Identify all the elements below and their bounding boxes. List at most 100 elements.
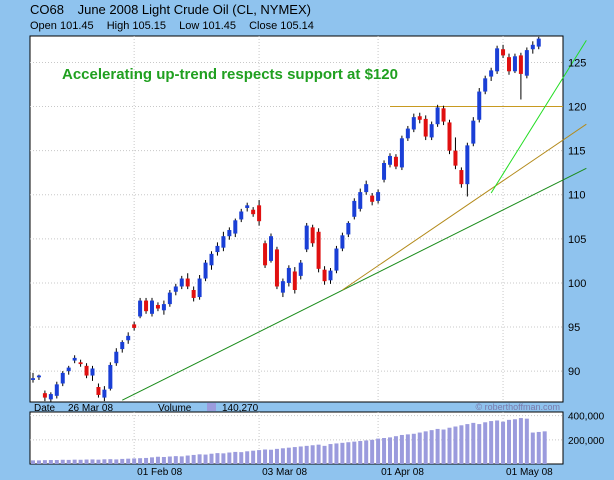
ohlc-line: Open 101.45 High 105.15 Low 101.45 Close… [30, 20, 314, 32]
candle [441, 105, 446, 126]
candle-body [477, 91, 482, 120]
candle [530, 41, 535, 54]
volume-bar [286, 447, 291, 464]
candle-body [96, 387, 101, 395]
price-panel [29, 35, 564, 403]
candle [209, 251, 214, 270]
candle-body [471, 120, 476, 144]
contract-name: June 2008 Light Crude Oil (CL, NYMEX) [77, 2, 311, 17]
candle-body [376, 192, 381, 201]
candle-body [530, 44, 535, 50]
price-tick-label: 105 [568, 234, 586, 246]
candle-body [286, 267, 291, 283]
candle [185, 273, 190, 290]
volume-bar [150, 457, 154, 464]
candle-body [465, 145, 470, 185]
candle [60, 371, 65, 387]
volume-bar [507, 419, 511, 464]
candle-body [150, 300, 154, 314]
candle-body [388, 155, 392, 165]
candle-body [518, 55, 523, 74]
candle-body [245, 205, 250, 208]
candle-body [346, 222, 351, 235]
trendline [490, 40, 587, 194]
price-tick-label: 120 [568, 102, 586, 114]
candle [120, 340, 125, 353]
candle-body [257, 205, 262, 222]
candle-body [227, 230, 232, 237]
candle [423, 115, 428, 141]
volume-bar [483, 422, 488, 464]
volume-bar [495, 420, 500, 464]
volume-bar [441, 429, 446, 464]
candle-body [310, 227, 315, 244]
candle-body [78, 362, 83, 365]
candle [274, 246, 279, 290]
candle-body [114, 351, 119, 364]
candle [48, 392, 53, 402]
candle-body [233, 220, 238, 234]
candle [108, 362, 113, 391]
candle [405, 125, 410, 141]
candle-body [536, 38, 541, 47]
volume-bar [346, 442, 351, 464]
candle-body [161, 304, 166, 311]
candle-body [489, 70, 494, 77]
candle-body [72, 357, 77, 361]
volume-bar [60, 459, 65, 464]
volume-bar [399, 434, 404, 464]
candle [399, 135, 404, 171]
chart-annotation: Accelerating up-trend respects support a… [62, 66, 398, 83]
volume-bar [280, 448, 285, 464]
volume-bar [274, 448, 279, 464]
candle [304, 222, 309, 253]
candle-body [197, 278, 202, 298]
volume-bar [138, 458, 143, 464]
volume-bar [501, 421, 506, 464]
candle-body [209, 253, 214, 266]
volume-bar [417, 432, 422, 464]
volume-bar [334, 443, 339, 464]
candle-body [328, 270, 333, 281]
candle [393, 154, 398, 170]
candle-body [144, 300, 149, 312]
candle [495, 45, 500, 74]
candle [257, 200, 262, 226]
volume-bar [54, 460, 59, 464]
candle [465, 142, 470, 197]
date-tick-label: 03 Mar 08 [262, 467, 307, 478]
candle-body [507, 57, 511, 72]
candle-body [179, 278, 184, 287]
candle [483, 75, 488, 95]
candle [501, 44, 506, 59]
candle-body [90, 368, 95, 376]
candle [358, 188, 363, 212]
candle-body [132, 324, 137, 328]
candle-body [102, 389, 107, 398]
candle [417, 112, 422, 124]
candle-body [405, 128, 410, 139]
candle [524, 47, 529, 79]
volume-bar [221, 453, 226, 464]
volume-bar [352, 441, 357, 464]
candle-body [54, 384, 59, 396]
candle-body [340, 235, 345, 249]
volume-bar [388, 437, 392, 464]
candle [78, 359, 83, 367]
candle-body [66, 367, 71, 372]
volume-bar [429, 430, 434, 464]
candle-body [126, 335, 131, 341]
candle-body [138, 300, 143, 317]
volume-bar [215, 453, 220, 464]
price-tick-label: 110 [568, 190, 586, 202]
volume-bar [66, 459, 71, 464]
price-tick-label: 125 [568, 57, 586, 69]
volume-tick-label: 400,000 [568, 412, 605, 423]
candle [292, 267, 297, 294]
candle-body [155, 304, 160, 309]
low-value: 101.45 [202, 20, 237, 32]
candle [245, 202, 250, 212]
candle [370, 192, 375, 206]
candle-body [501, 49, 506, 56]
volume-bar [72, 459, 77, 464]
